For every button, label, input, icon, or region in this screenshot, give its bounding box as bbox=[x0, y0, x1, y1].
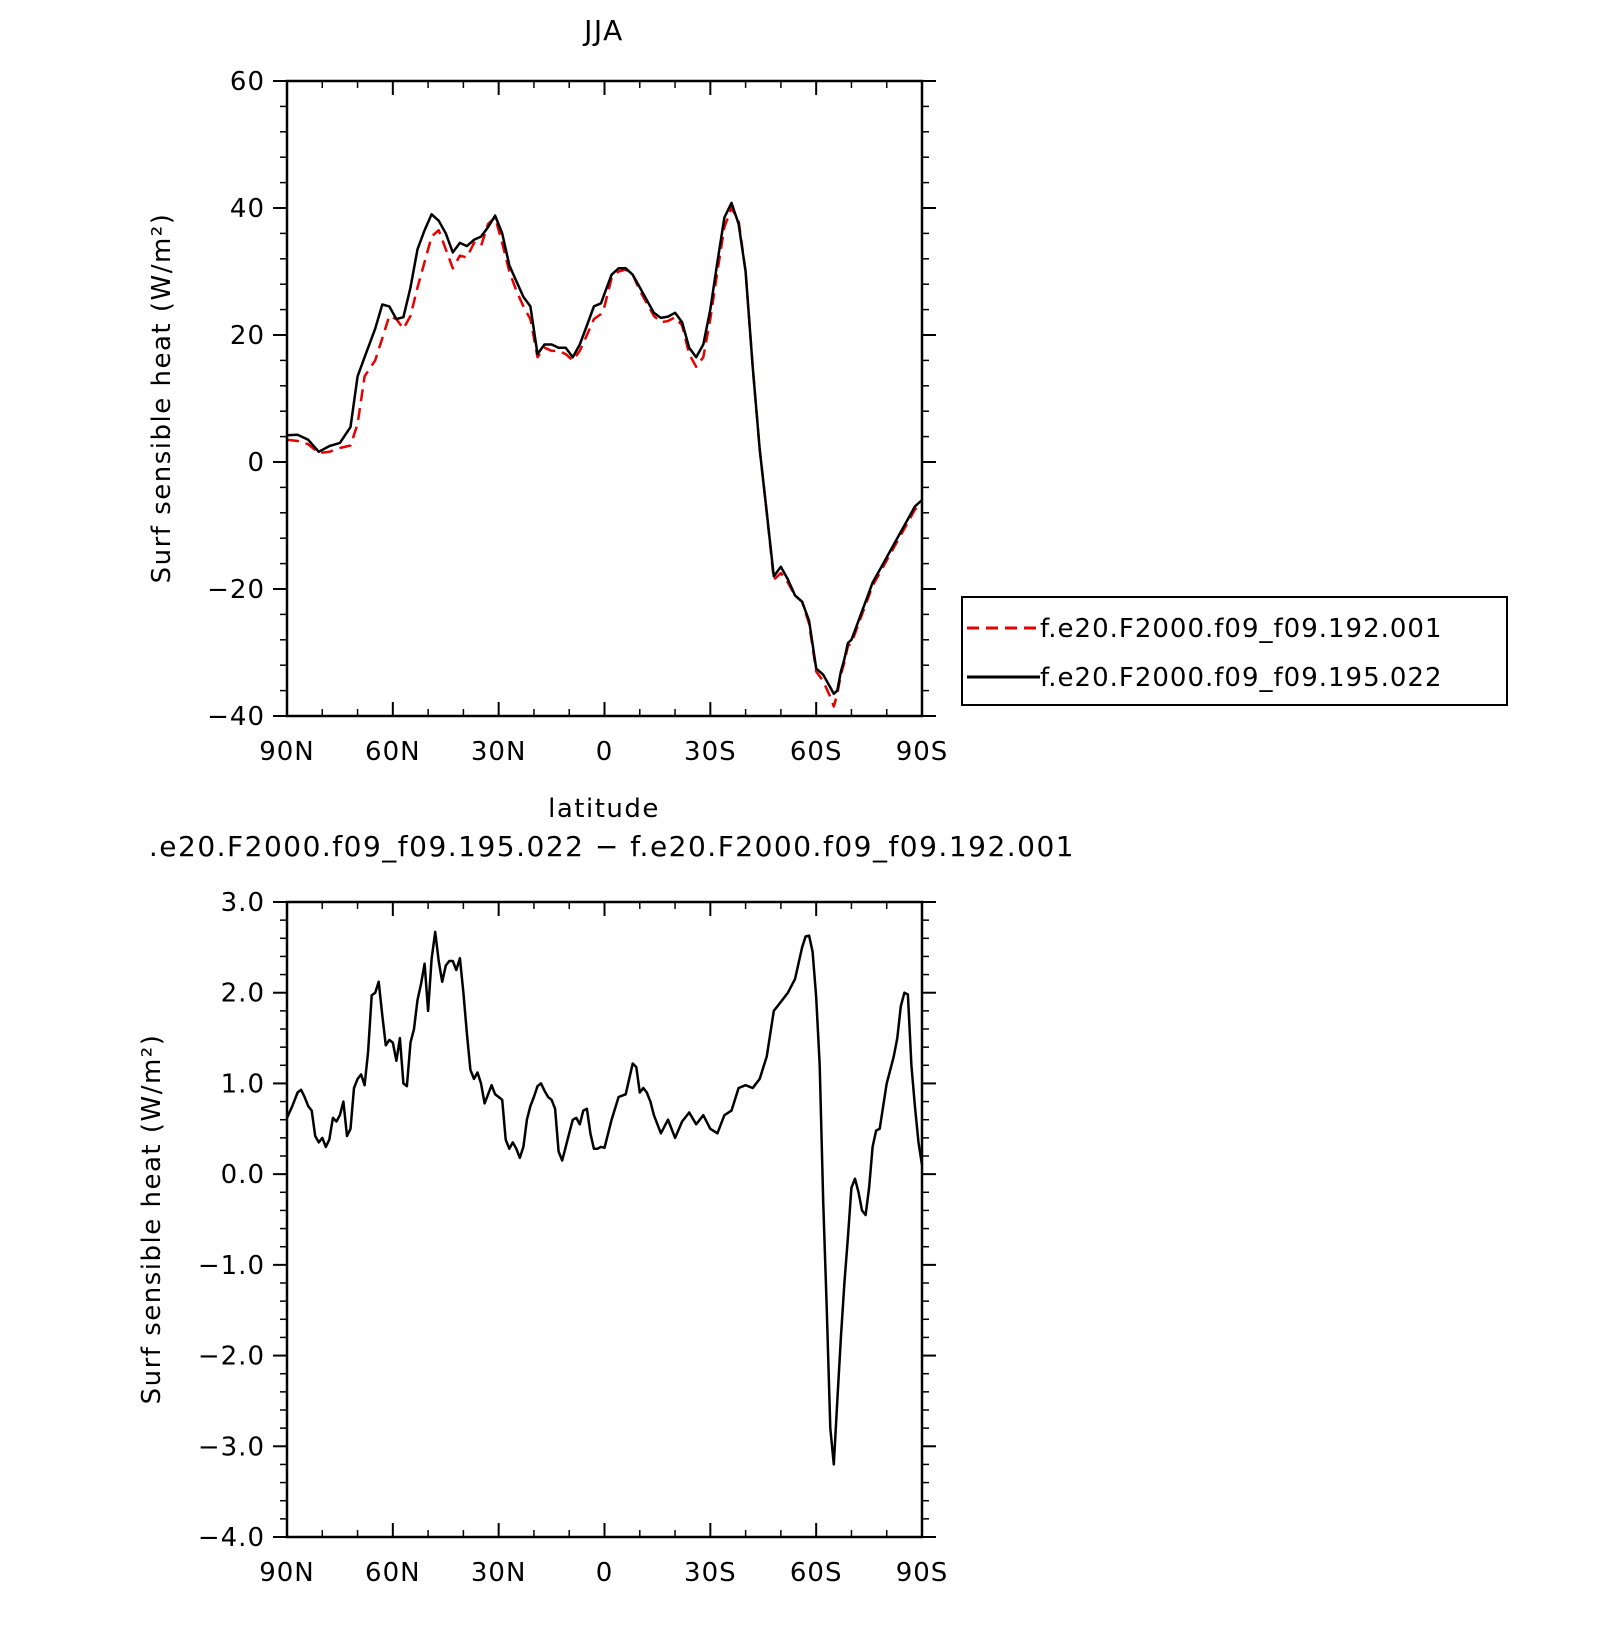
x-tick-label: 30N bbox=[471, 1558, 527, 1588]
y-tick-label: 3.0 bbox=[221, 888, 265, 918]
x-tick-label: 60S bbox=[790, 1558, 843, 1588]
chart-top-xlabel: latitude bbox=[548, 794, 660, 824]
y-tick-label: 20 bbox=[230, 321, 265, 351]
y-tick-label: 2.0 bbox=[221, 979, 265, 1009]
y-tick-label: 40 bbox=[230, 194, 265, 224]
chart-top-ylabel: Surf sensible heat (W/m²) bbox=[147, 213, 177, 584]
chart-bottom-frame bbox=[285, 900, 924, 1539]
x-tick-label: 0 bbox=[596, 737, 614, 767]
legend-label-series-2: f.e20.F2000.f09_f09.195.022 bbox=[1040, 663, 1443, 693]
x-tick-label: 60S bbox=[790, 737, 843, 767]
chart-bottom: .e20.F2000.f09_f09.195.022 − f.e20.F2000… bbox=[137, 830, 1075, 1588]
x-tick-label: 90S bbox=[896, 737, 949, 767]
y-tick-label: −20 bbox=[207, 575, 265, 605]
chart-bottom-title: .e20.F2000.f09_f09.195.022 − f.e20.F2000… bbox=[149, 830, 1075, 863]
x-tick-label: 60N bbox=[365, 1558, 421, 1588]
y-tick-label: −40 bbox=[207, 702, 265, 732]
y-tick-label: −4.0 bbox=[198, 1523, 265, 1553]
chart-top: JJA 90N 60N 30N 0 30S 60S 90S −40 −20 0 20 40 60 lat… bbox=[147, 14, 1508, 824]
x-tick-label: 0 bbox=[596, 1558, 614, 1588]
y-tick-label: 0.0 bbox=[221, 1160, 265, 1190]
chart-bottom-ylabel: Surf sensible heat (W/m²) bbox=[137, 1034, 167, 1405]
chart-top-title: JJA bbox=[582, 14, 624, 47]
x-tick-label: 90S bbox=[896, 1558, 949, 1588]
legend-label-series-1: f.e20.F2000.f09_f09.192.001 bbox=[1040, 614, 1443, 644]
x-tick-label: 90N bbox=[259, 737, 315, 767]
x-tick-label: 30N bbox=[471, 737, 527, 767]
y-tick-label: 0 bbox=[247, 448, 265, 478]
series-line-1 bbox=[286, 206, 923, 708]
x-tick-label: 30S bbox=[684, 1558, 737, 1588]
y-tick-label: 60 bbox=[230, 67, 265, 97]
chart-top-legend: f.e20.F2000.f09_f09.192.001 f.e20.F2000.… bbox=[961, 596, 1508, 706]
legend-box bbox=[961, 596, 1508, 706]
series-line-1 bbox=[285, 930, 924, 1466]
x-tick-label: 90N bbox=[259, 1558, 315, 1588]
chart-top-frame bbox=[285, 79, 924, 718]
x-tick-label: 30S bbox=[684, 737, 737, 767]
y-tick-label: 1.0 bbox=[221, 1069, 265, 1099]
chart-top-ticks: 90N 60N 30N 0 30S 60S 90S −40 −20 0 20 40 60 bbox=[207, 67, 949, 767]
chart-bottom-ticks: 90N 60N 30N 0 30S 60S 90S −4.0 −3.0 −2.0 −1.0 0.0 1.… bbox=[198, 888, 949, 1588]
y-tick-label: −2.0 bbox=[198, 1342, 265, 1372]
y-tick-label: −3.0 bbox=[198, 1432, 265, 1462]
x-tick-label: 60N bbox=[365, 737, 421, 767]
chart-top-lines bbox=[286, 201, 923, 708]
series-line-2 bbox=[286, 201, 923, 696]
y-tick-label: −1.0 bbox=[198, 1251, 265, 1281]
chart-bottom-lines bbox=[285, 930, 924, 1466]
